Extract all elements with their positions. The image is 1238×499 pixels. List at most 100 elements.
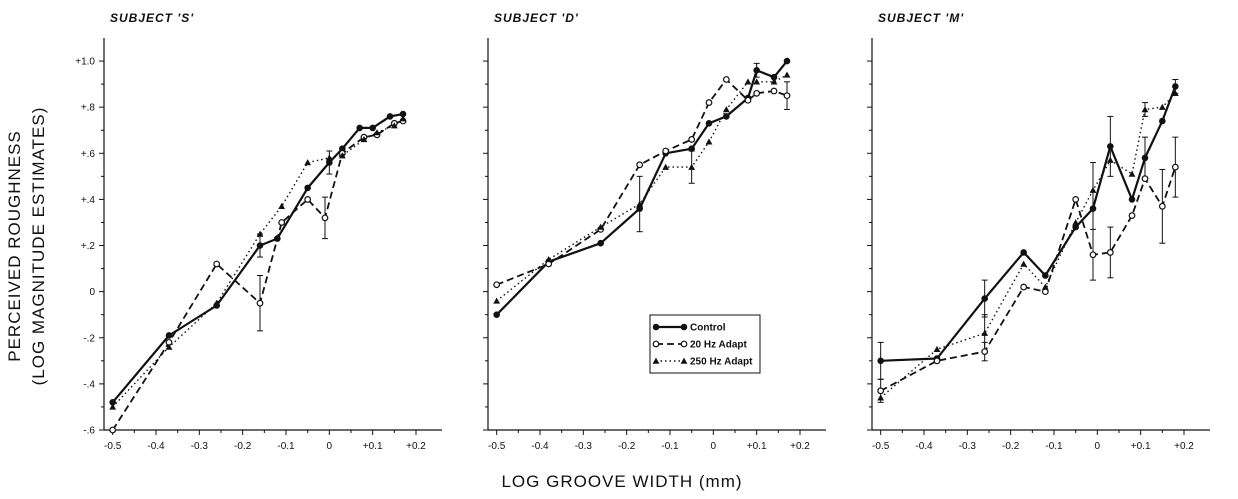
data-point-250-hz-adapt	[256, 230, 264, 237]
x-tick-label: -0.5	[104, 441, 122, 452]
y-tick-label: -.2	[83, 333, 95, 344]
legend-label-250-hz-adapt: 250 Hz Adapt	[690, 357, 753, 368]
data-point-20-hz-adapt	[981, 348, 989, 356]
x-tick-label: -0.4	[915, 441, 933, 452]
data-point-20-hz-adapt	[1158, 202, 1166, 210]
data-point-control	[1159, 117, 1166, 125]
series-line-control	[111, 113, 404, 404]
data-point-250-hz-adapt	[109, 403, 117, 410]
y-tick-label: +.4	[81, 195, 96, 206]
data-point-control	[723, 113, 730, 120]
x-tick-label: -0.5	[872, 441, 890, 452]
panel-title: SUBJECT 'S'	[110, 11, 194, 25]
data-point-250-hz-adapt	[597, 223, 605, 230]
data-point-control	[1107, 143, 1114, 150]
data-point-250-hz-adapt	[1089, 186, 1097, 193]
series-line-20-hz-adapt	[111, 120, 404, 431]
data-point-control	[493, 311, 500, 319]
x-tick-label: -0.4	[147, 441, 165, 452]
panel-title: SUBJECT 'M'	[878, 11, 964, 25]
data-point-control	[1089, 205, 1097, 212]
data-point-20-hz-adapt	[321, 214, 329, 222]
data-point-250-hz-adapt	[705, 138, 713, 145]
data-point-20-hz-adapt	[770, 87, 778, 95]
x-tick-label: -0.1	[277, 441, 295, 452]
data-point-control	[386, 113, 394, 120]
y-tick-label: +1.0	[75, 57, 95, 68]
data-point-20-hz-adapt	[705, 99, 713, 106]
chart-panel-1: SUBJECT 'S' -.6 -.4 -.2 0 +.2 +.4 +.6 +.8 +1.0 -0.…	[75, 11, 442, 452]
data-point-250-hz-adapt	[770, 78, 778, 85]
data-point-250-hz-adapt	[493, 297, 501, 304]
data-point-250-hz-adapt	[981, 329, 989, 336]
x-tick-label: -0.2	[1002, 441, 1020, 452]
legend-label-control: Control	[690, 323, 726, 334]
data-point-control	[705, 120, 713, 127]
panel-title: SUBJECT 'D'	[494, 11, 579, 25]
data-point-control	[304, 184, 311, 192]
x-tick-label: +0.2	[1174, 441, 1194, 452]
data-point-20-hz-adapt	[493, 281, 501, 289]
data-point-250-hz-adapt	[1128, 170, 1136, 177]
y-tick-label: 0	[89, 287, 95, 298]
x-tick-label: -0.5	[488, 441, 506, 452]
x-tick-label: -0.3	[191, 441, 209, 452]
y-axis-title-line1: PERCEIVED ROUGHNESS	[5, 130, 24, 362]
data-point-250-hz-adapt	[399, 115, 407, 122]
y-tick-label: +.8	[81, 103, 96, 114]
x-tick-label: -0.4	[531, 441, 549, 452]
data-point-20-hz-adapt	[753, 89, 761, 97]
x-tick-label: 0	[327, 441, 333, 452]
data-point-250-hz-adapt	[1072, 219, 1080, 226]
data-point-20-hz-adapt	[1171, 163, 1179, 171]
data-point-control	[1172, 83, 1179, 90]
series-line-250-hz-adapt	[496, 74, 788, 302]
data-point-20-hz-adapt	[1141, 175, 1149, 183]
chart-panels: SUBJECT 'S' -.6 -.4 -.2 0 +.2 +.4 +.6 +.8 +1.0 -0.…	[75, 11, 1210, 452]
x-tick-label: +0.2	[406, 441, 426, 452]
data-point-250-hz-adapt	[1106, 156, 1114, 163]
series-line-control	[495, 60, 788, 316]
data-point-control	[165, 332, 173, 339]
data-point-20-hz-adapt	[213, 260, 221, 268]
data-point-250-hz-adapt	[1020, 260, 1028, 267]
series-line-20-hz-adapt	[880, 166, 1177, 392]
x-tick-label: +0.1	[363, 441, 383, 452]
data-point-control	[981, 295, 988, 302]
series-line-20-hz-adapt	[496, 78, 788, 286]
chart-panel-2: SUBJECT 'D' -0.5 -0.4 -0.3 -0.2 -0.1 0 +0.1 +0.2…	[483, 11, 826, 452]
data-point-250-hz-adapt	[390, 122, 398, 129]
x-axis-title: LOG GROOVE WIDTH (mm)	[501, 472, 742, 491]
data-point-250-hz-adapt	[662, 163, 670, 170]
data-point-250-hz-adapt	[1041, 283, 1049, 290]
series-line-250-hz-adapt	[880, 92, 1176, 399]
data-point-20-hz-adapt	[636, 161, 644, 169]
data-point-250-hz-adapt	[636, 200, 644, 207]
data-point-20-hz-adapt	[256, 299, 264, 307]
data-point-control	[753, 66, 760, 74]
data-point-control	[356, 124, 363, 132]
data-point-20-hz-adapt	[744, 96, 752, 104]
legend-marker-control	[652, 323, 660, 331]
legend-marker-control	[680, 323, 688, 331]
data-point-250-hz-adapt	[213, 299, 221, 306]
data-point-250-hz-adapt	[1141, 106, 1149, 113]
data-point-control	[1042, 272, 1049, 279]
x-tick-label: -0.2	[618, 441, 636, 452]
data-point-250-hz-adapt	[783, 71, 791, 78]
legend-marker-250-hz-adapt	[680, 357, 688, 364]
data-point-20-hz-adapt	[1106, 249, 1114, 256]
series-line-control	[880, 86, 1177, 362]
y-axis-title-line2: (LOG MAGNITUDE ESTIMATES)	[29, 107, 48, 386]
data-point-control	[783, 57, 791, 65]
data-point-20-hz-adapt	[1128, 212, 1136, 219]
data-point-250-hz-adapt	[373, 129, 381, 136]
data-point-250-hz-adapt	[304, 159, 312, 166]
data-point-20-hz-adapt	[933, 357, 941, 365]
data-point-20-hz-adapt	[722, 76, 730, 83]
data-point-20-hz-adapt	[877, 387, 885, 395]
chart-panel-3: SUBJECT 'M' -0.5 -0.4 -0.3 -0.2 -0.1 0 +0.1 +0.2	[867, 11, 1210, 452]
y-tick-label: -.6	[83, 426, 95, 437]
data-point-250-hz-adapt	[877, 394, 885, 401]
